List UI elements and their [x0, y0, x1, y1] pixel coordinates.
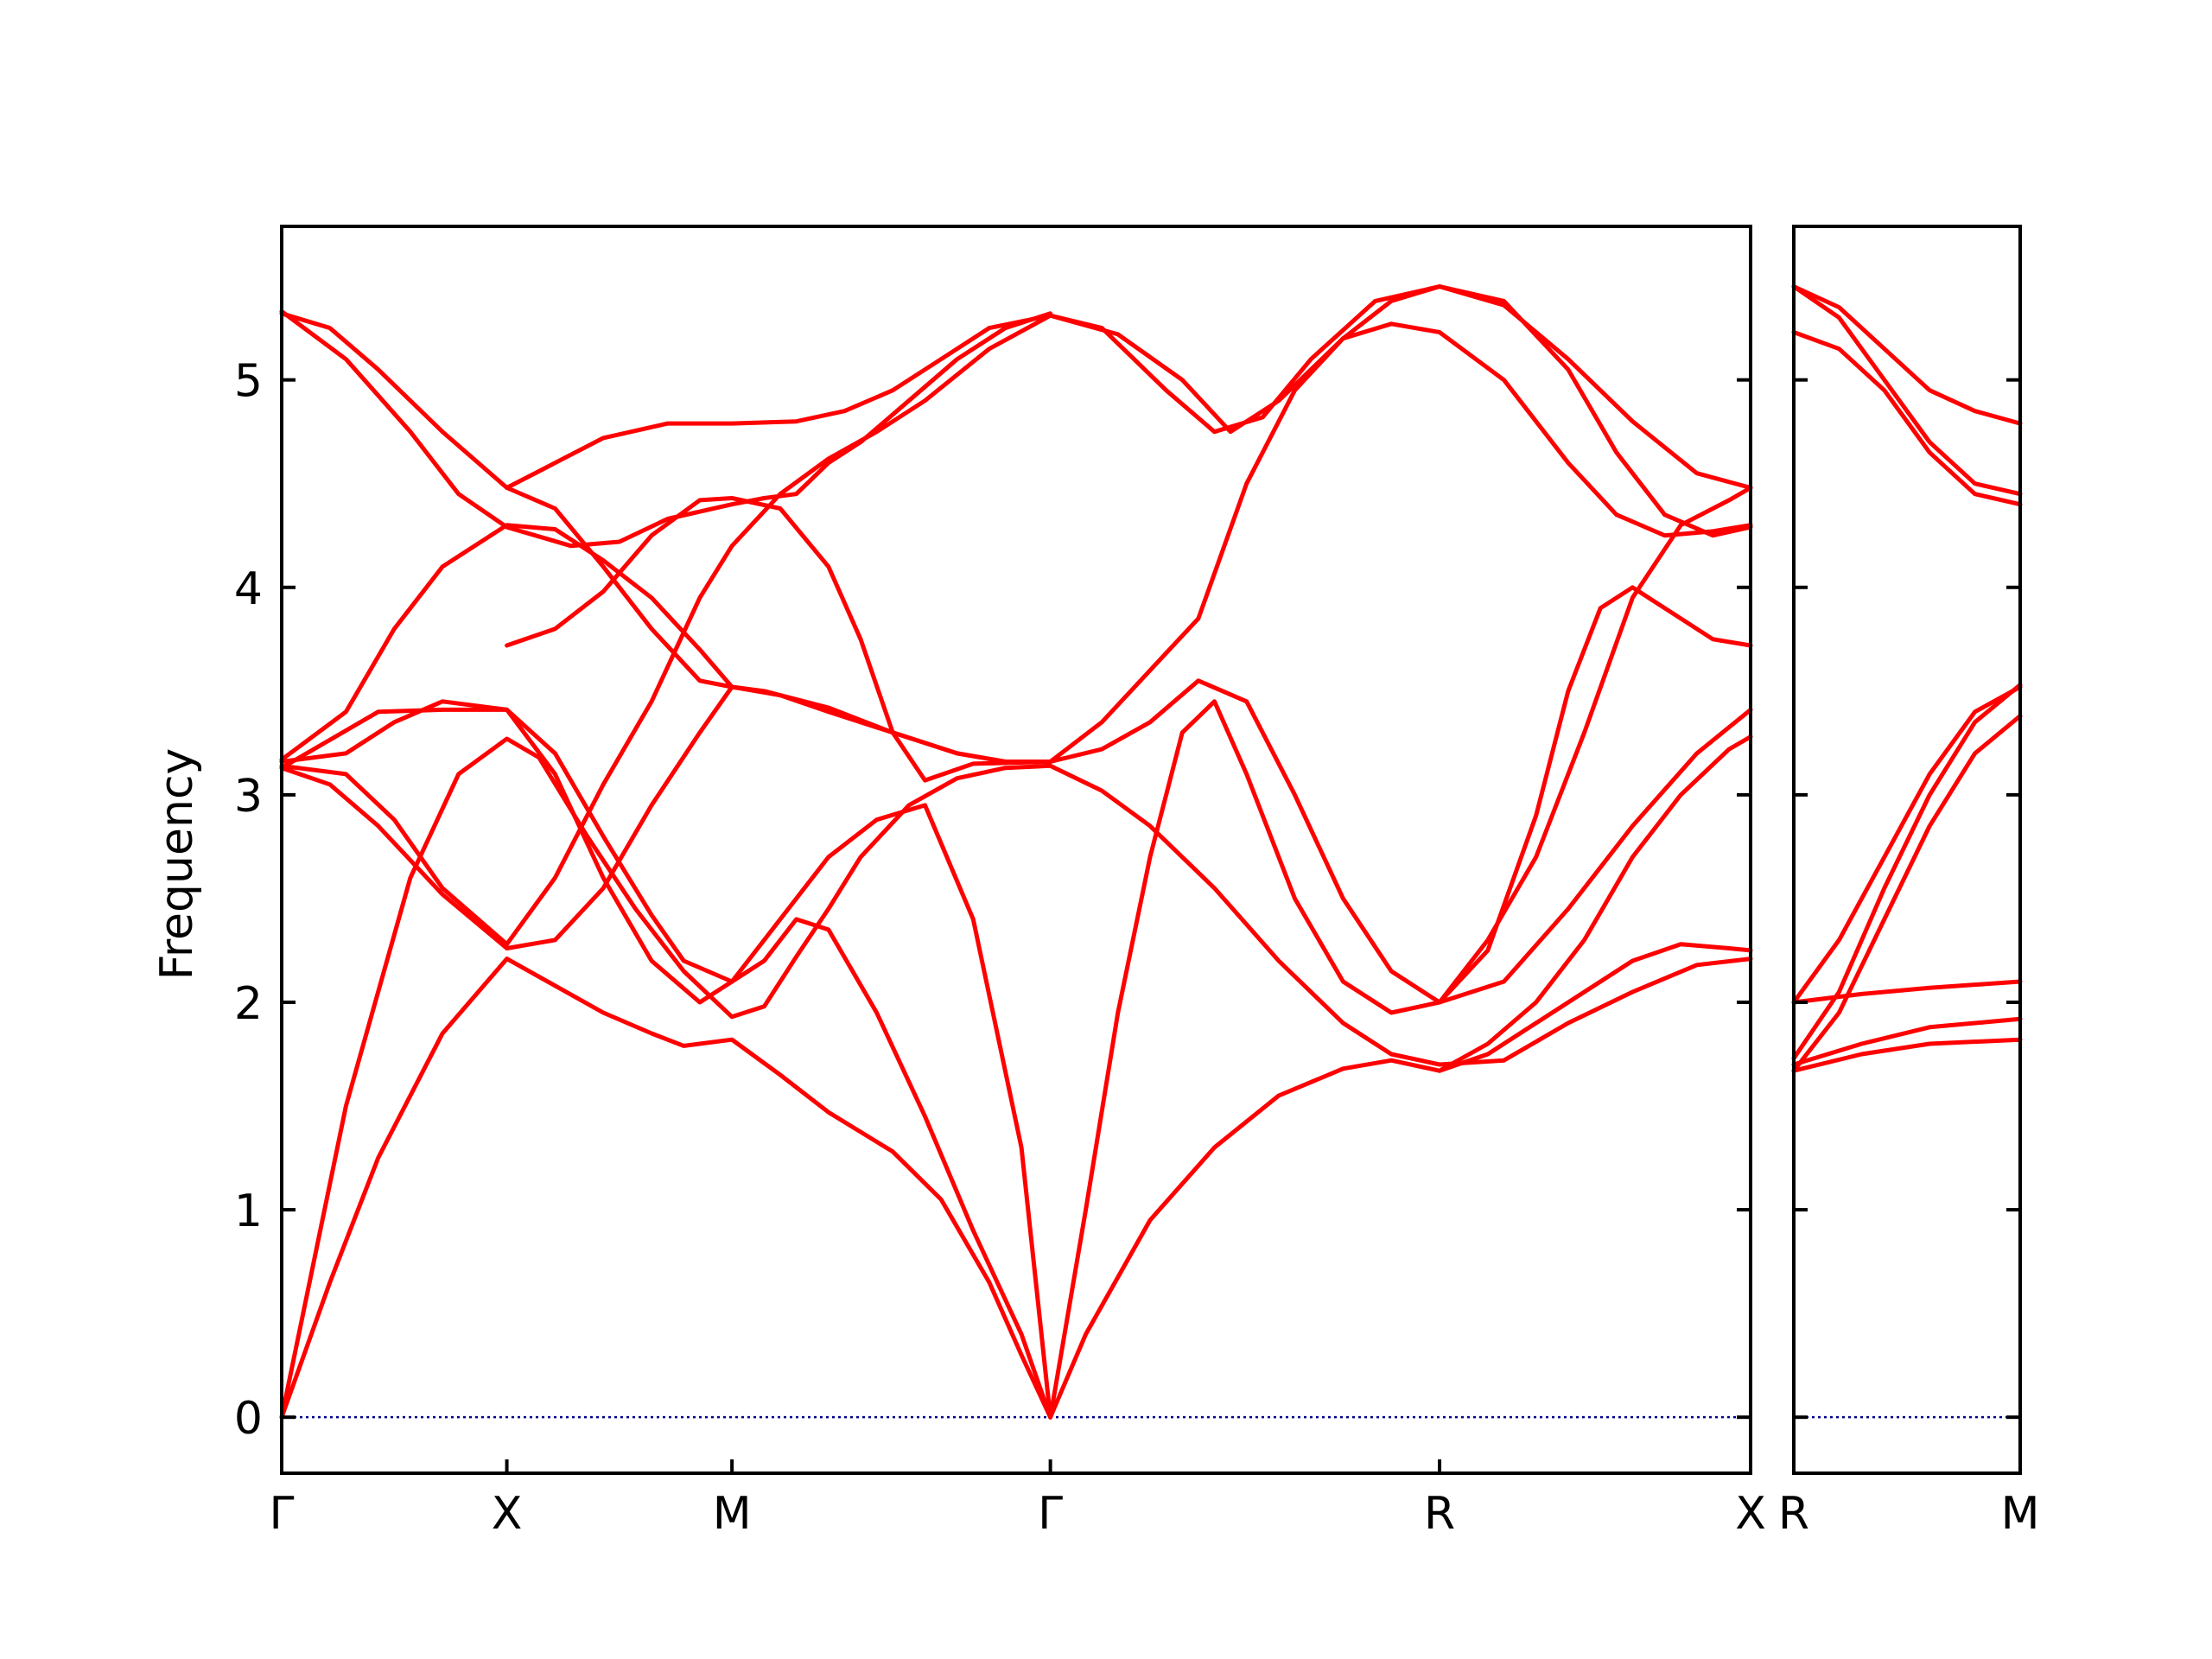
- x-tick-label-left-6: X: [1735, 1488, 1766, 1540]
- y-tick-label: 2: [234, 978, 263, 1030]
- band-left-11: [1048, 942, 1753, 1420]
- y-tick-label: 1: [234, 1185, 263, 1237]
- band-left-12: [1048, 585, 1753, 1420]
- band-right-9: [1791, 1037, 2023, 1073]
- band-left-8: [505, 496, 1053, 783]
- band-right-3: [1791, 330, 2023, 507]
- x-tick-label-left-4: Γ: [1038, 1488, 1063, 1540]
- y-axis-label: Frequency: [151, 748, 203, 981]
- y-tick-label: 3: [234, 771, 263, 823]
- x-tick-label-left-2: X: [492, 1488, 523, 1540]
- y-tick-label: 5: [234, 356, 263, 408]
- band-right-2: [1791, 284, 2023, 497]
- band-left-6: [279, 284, 1753, 490]
- band-right-8: [1791, 1016, 2023, 1067]
- left-panel: 0 1 2 3 4 5 Γ X M Γ R X: [234, 225, 1766, 1540]
- band-left-9: [505, 486, 734, 690]
- band-left-1: [279, 736, 1753, 1420]
- y-tick-label: 4: [234, 563, 263, 615]
- band-right-7: [1791, 979, 2023, 1005]
- plot-frame: [1792, 225, 2022, 1475]
- band-right-1: [1791, 284, 2023, 426]
- band-left-15: [1437, 734, 1753, 1073]
- band-left-4: [279, 284, 1753, 947]
- band-left-10: [279, 707, 1053, 1420]
- band-right-6: [1791, 714, 2023, 1073]
- band-left-3: [279, 678, 1753, 1005]
- x-tick-label-left-3: M: [713, 1488, 752, 1540]
- x-tick-label-right-1: R: [1778, 1488, 1809, 1540]
- band-left-14: [1437, 486, 1753, 1005]
- y-tick-label: 0: [234, 1393, 263, 1445]
- band-right-5: [1791, 683, 2023, 1061]
- band-left-13: [279, 699, 1053, 1420]
- x-tick-label-right-2: M: [2001, 1488, 2040, 1540]
- band-left-7: [279, 308, 1053, 549]
- band-right-4: [1791, 684, 2023, 1005]
- x-tick-label-left-1: Γ: [270, 1488, 295, 1540]
- plot-frame: [280, 225, 1752, 1475]
- band-left-5: [279, 321, 1753, 764]
- x-tick-label-left-5: R: [1424, 1488, 1455, 1540]
- band-left-2: [279, 957, 1053, 1420]
